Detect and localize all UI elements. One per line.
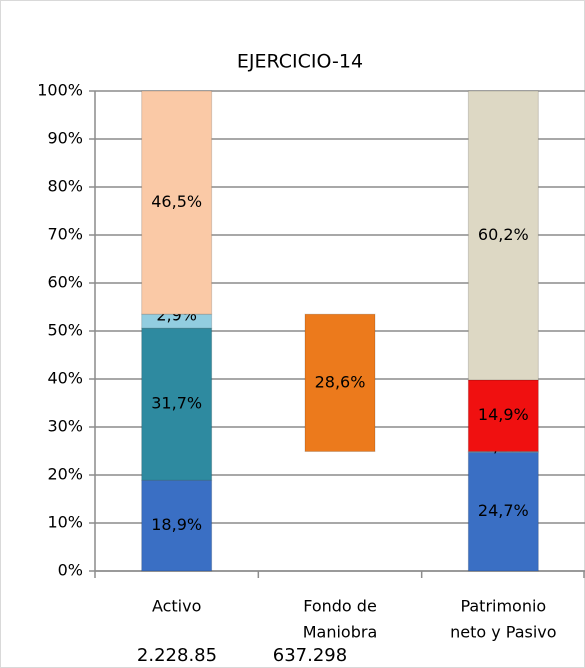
x-tick-label: Fondo de xyxy=(303,597,377,616)
x-tick-label: Activo xyxy=(152,597,201,616)
bar-segment xyxy=(304,313,376,452)
x-tick-label: Patrimonio xyxy=(460,597,546,616)
chart-title: EJERCICIO-14 xyxy=(237,51,363,73)
annotation: 637.298 xyxy=(273,645,347,666)
y-tick-label: 100% xyxy=(37,81,83,100)
y-tick-label: 90% xyxy=(47,129,83,148)
bar-segment xyxy=(467,379,539,452)
y-tick-label: 10% xyxy=(47,513,83,532)
data-label: 46,5% xyxy=(151,192,202,211)
y-tick-label: 60% xyxy=(47,273,83,292)
data-label: 60,2% xyxy=(478,225,529,244)
bar-segment xyxy=(467,450,539,453)
data-label: 18,9% xyxy=(151,515,202,534)
bar-segment xyxy=(467,90,539,381)
x-tick-label: Maniobra xyxy=(303,623,378,642)
bar-segment xyxy=(141,90,213,315)
data-label: 24,7% xyxy=(478,501,529,520)
bar-segment xyxy=(141,327,213,481)
y-tick-label: 80% xyxy=(47,177,83,196)
data-label: 31,7% xyxy=(151,394,202,413)
y-tick-label: 0% xyxy=(58,561,83,580)
y-tick-label: 30% xyxy=(47,417,83,436)
y-tick-label: 50% xyxy=(47,321,83,340)
data-label: 14,9% xyxy=(478,405,529,424)
y-tick-label: 70% xyxy=(47,225,83,244)
bar-segment xyxy=(141,479,213,572)
bar-segment xyxy=(467,451,539,572)
data-label: 28,6% xyxy=(315,372,366,391)
x-tick-label: neto y Pasivo xyxy=(450,623,556,642)
annotation: 2.228.85 xyxy=(137,645,217,666)
y-tick-label: 20% xyxy=(47,465,83,484)
y-tick-label: 40% xyxy=(47,369,83,388)
